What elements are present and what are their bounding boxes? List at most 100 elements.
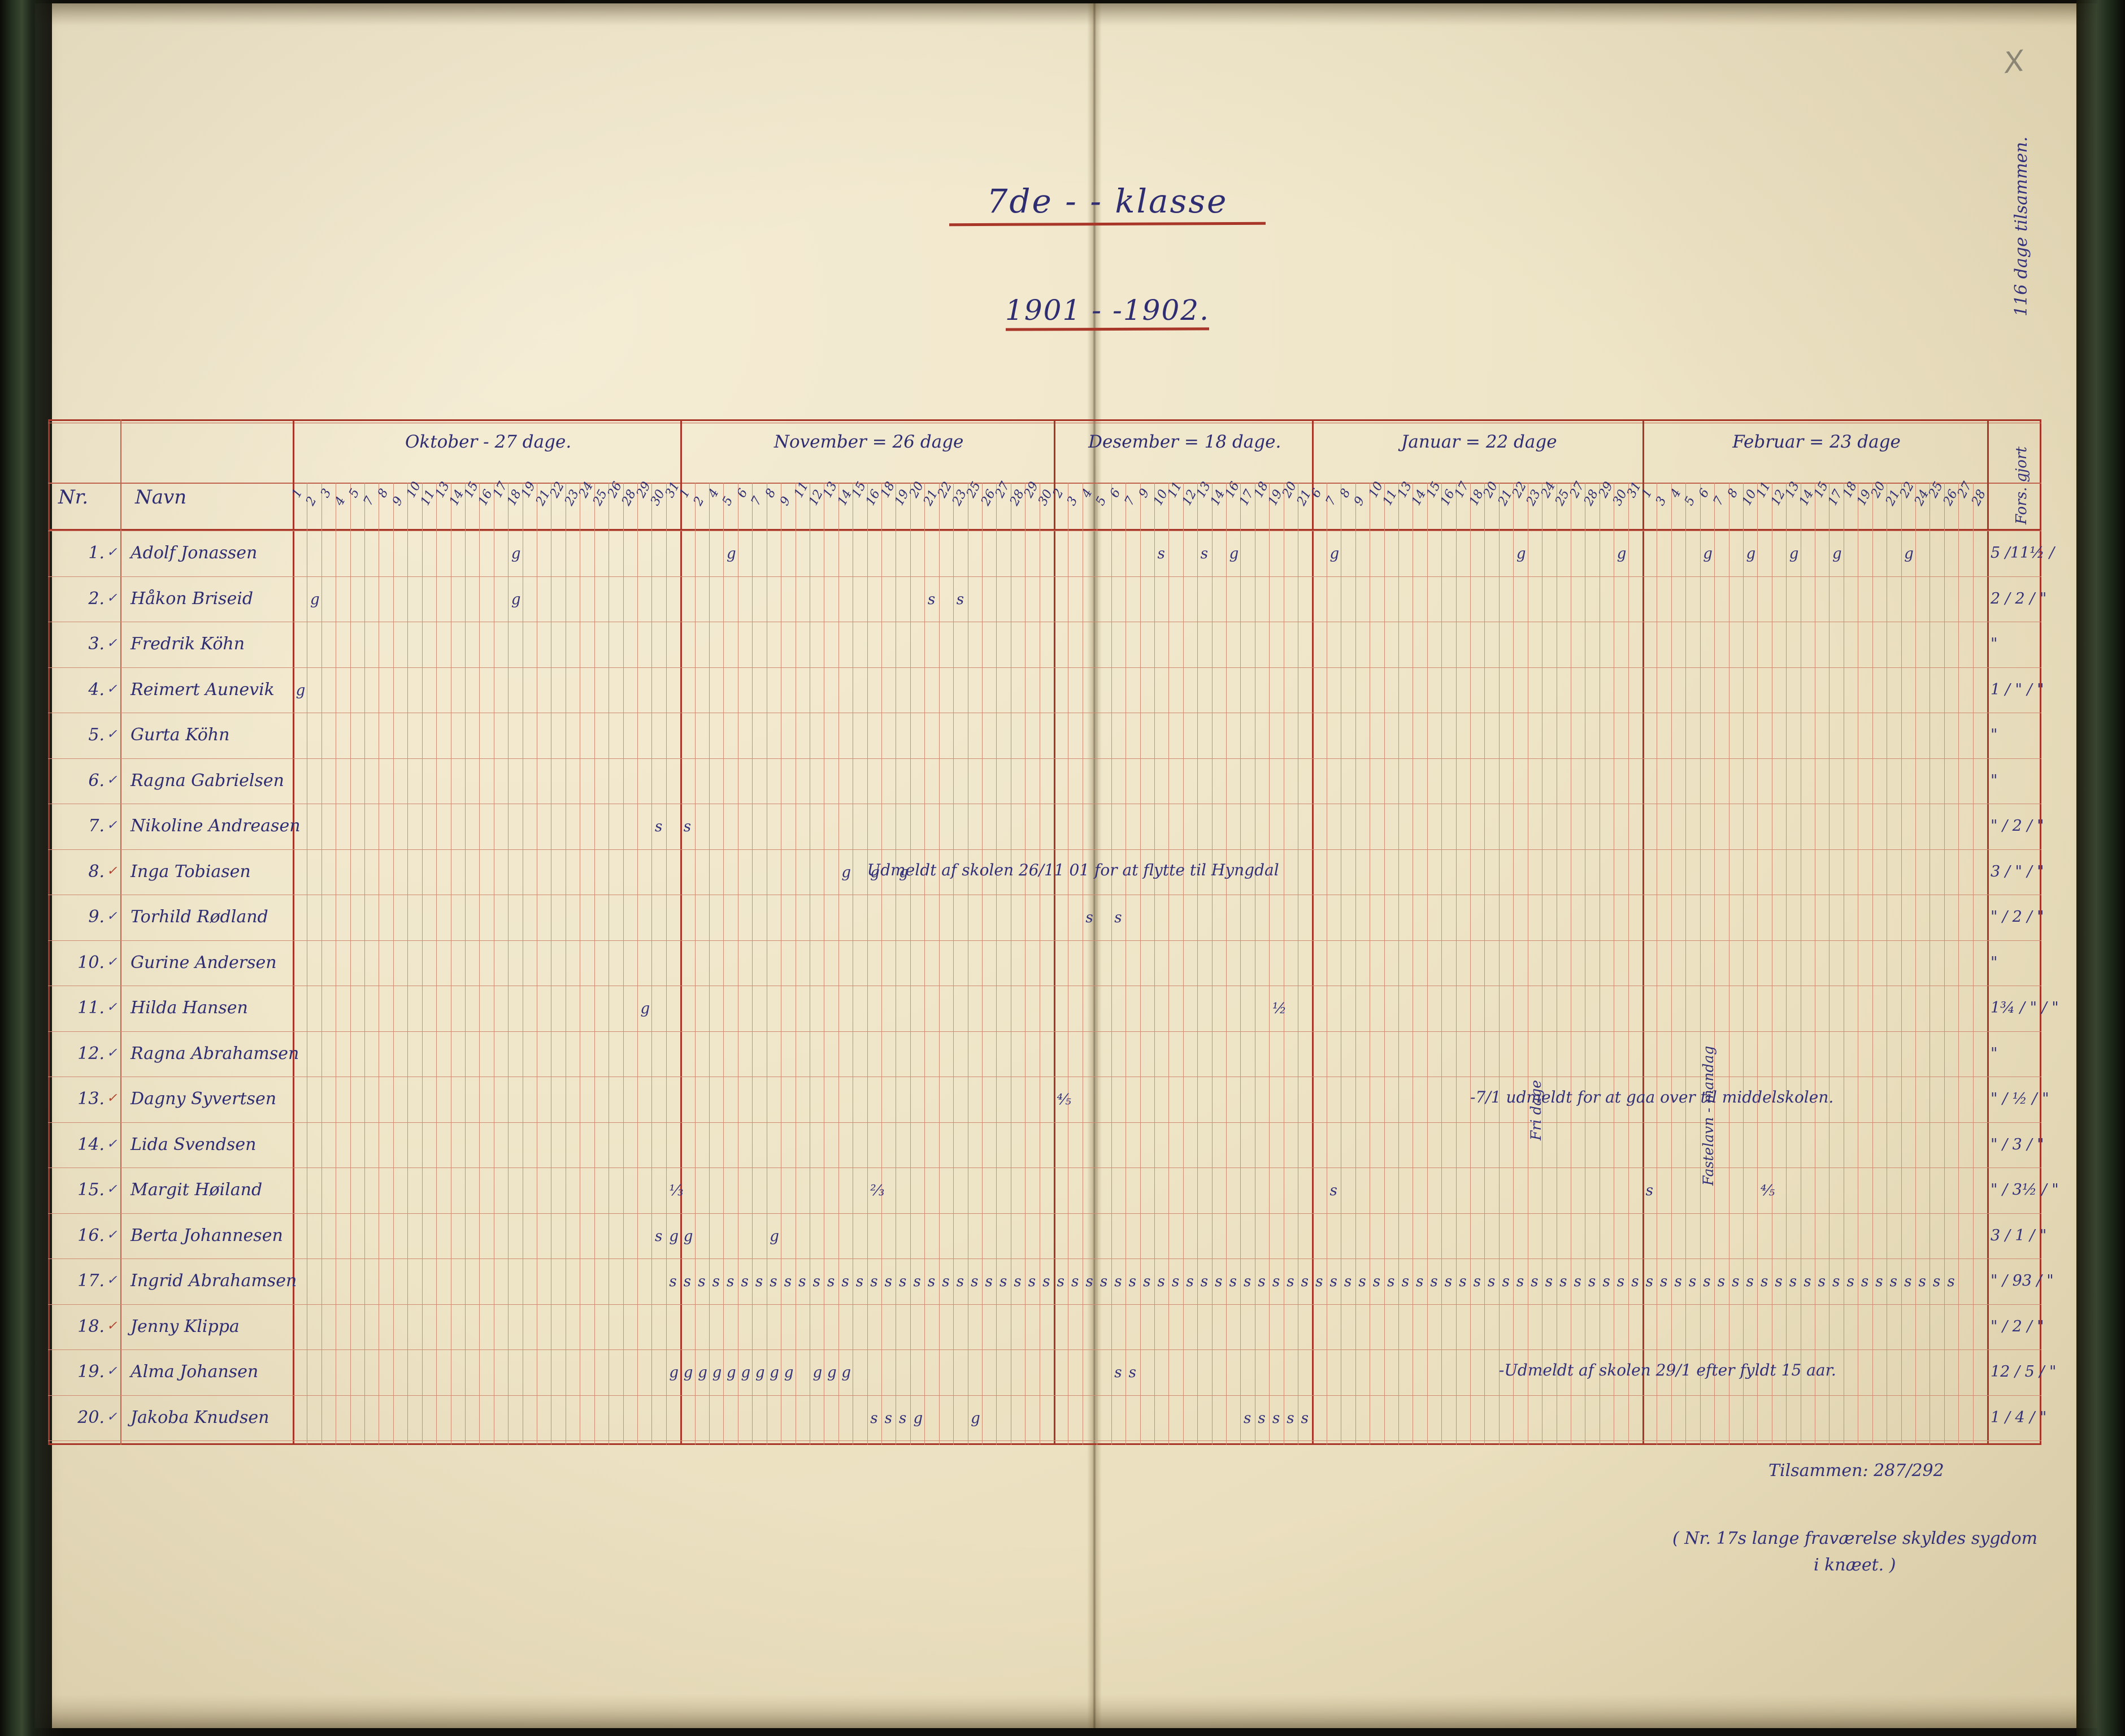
total-cell: 1¾ / " / " — [1991, 999, 2059, 1017]
day-divider — [1484, 483, 1485, 1445]
day-divider — [1671, 483, 1672, 1445]
day-divider — [953, 483, 954, 1445]
attendance-mark: s — [1846, 1273, 1854, 1290]
row-line — [48, 940, 2041, 941]
attendance-mark: s — [1301, 1409, 1309, 1427]
day-divider — [838, 483, 839, 1445]
day-divider — [1183, 483, 1184, 1445]
attendance-mark: s — [683, 1273, 692, 1290]
row-check-mark: ✓ — [107, 682, 118, 696]
attendance-mark: s — [1042, 1273, 1050, 1290]
day-divider — [1140, 483, 1141, 1445]
row-number: 18. — [77, 1316, 105, 1336]
day-divider — [1211, 483, 1213, 1445]
attendance-mark: s — [1818, 1273, 1826, 1290]
day-divider — [1958, 483, 1959, 1445]
attendance-mark: g — [870, 863, 880, 881]
day-divider — [1757, 483, 1758, 1445]
day-divider — [752, 483, 753, 1445]
attendance-mark: s — [712, 1273, 720, 1290]
row-check-mark: ✓ — [107, 1182, 118, 1196]
day-divider — [680, 419, 683, 1445]
attendance-mark: s — [698, 1273, 706, 1290]
spine-right — [2076, 0, 2125, 1736]
row-line — [48, 1440, 2041, 1441]
attendance-mark: s — [1157, 1273, 1165, 1290]
row-check-mark: ✓ — [107, 909, 118, 923]
day-divider — [364, 483, 366, 1445]
student-name: Lida Svendsen — [131, 1134, 257, 1155]
month-label: November = 26 dage — [773, 432, 964, 452]
month-column-2: November = 26 dage — [680, 419, 1055, 1445]
day-divider — [881, 483, 883, 1445]
attendance-mark: s — [1717, 1273, 1726, 1290]
attendance-mark: s — [841, 1273, 849, 1290]
day-divider — [867, 483, 868, 1445]
row-number: 15. — [77, 1180, 105, 1200]
attendance-mark: s — [1760, 1273, 1768, 1290]
attendance-mark: s — [1301, 1273, 1309, 1290]
day-divider — [1226, 483, 1227, 1445]
row-line — [48, 758, 2041, 759]
total-cell: 3 / 1 / " — [1991, 1226, 2047, 1244]
attendance-mark: s — [1531, 1273, 1539, 1290]
header-rule-2 — [48, 529, 2041, 531]
attendance-mark: g — [827, 1364, 837, 1381]
sum-note: Tilsammen: 287/292 — [1768, 1461, 1944, 1481]
attendance-mark: s — [1918, 1273, 1926, 1290]
student-name: Berta Johannesen — [131, 1225, 283, 1245]
day-divider — [1384, 483, 1385, 1445]
attendance-mark: g — [841, 1364, 851, 1381]
total-cell: " — [1991, 953, 1998, 971]
row-line — [48, 1395, 2041, 1396]
attendance-mark: s — [755, 1273, 763, 1290]
day-divider — [1269, 483, 1270, 1445]
month-column-3: Desember = 18 dage. — [1054, 419, 1314, 1445]
row-line — [48, 576, 2041, 577]
attendance-mark: g — [913, 1409, 923, 1427]
row-number: 16. — [77, 1225, 105, 1245]
row-check-mark: ✓ — [107, 1227, 118, 1242]
row-check-mark: ✓ — [107, 727, 118, 741]
attendance-mark: s — [870, 1409, 878, 1427]
attendance-mark: s — [913, 1273, 921, 1290]
student-name: Ragna Gabrielsen — [131, 770, 284, 791]
attendance-mark: g — [669, 1364, 679, 1381]
day-divider — [910, 483, 911, 1445]
column-nr: Nr. — [48, 419, 120, 1445]
total-days-label: 116 dage tilsammen. — [2011, 136, 2031, 316]
day-divider — [1642, 419, 1645, 1445]
row-check-mark: ✓ — [107, 863, 118, 878]
year-underline — [1005, 327, 1210, 331]
row-check-mark: ✓ — [107, 1000, 118, 1014]
attendance-mark: s — [1171, 1273, 1180, 1290]
month-column-4: Januar = 22 dage — [1312, 419, 1644, 1445]
attendance-mark: s — [1516, 1273, 1524, 1290]
attendance-mark: g — [669, 1227, 679, 1245]
attendance-mark: g — [1832, 545, 1842, 562]
attendance-mark: s — [1128, 1273, 1137, 1290]
day-divider — [1972, 483, 1974, 1445]
student-name: Dagny Syvertsen — [131, 1089, 277, 1109]
attendance-mark: s — [1430, 1273, 1438, 1290]
row-check-mark: ✓ — [107, 1136, 118, 1151]
row-number: 9. — [88, 907, 105, 927]
attendance-mark: s — [1071, 1273, 1079, 1290]
page-title: 7de - - klasse — [927, 182, 1288, 227]
attendance-mark: s — [1703, 1273, 1711, 1290]
day-divider — [1498, 483, 1500, 1445]
attendance-mark: s — [654, 1227, 663, 1245]
row-check-mark: ✓ — [107, 1273, 118, 1287]
attendance-mark: s — [1645, 1182, 1653, 1199]
attendance-mark: s — [1545, 1273, 1553, 1290]
attendance-mark: s — [1329, 1182, 1337, 1199]
attendance-mark: s — [927, 1273, 936, 1290]
day-divider — [479, 483, 480, 1445]
month-label: Februar = 23 dage — [1732, 432, 1901, 452]
attendance-mark: s — [1660, 1273, 1668, 1290]
day-divider — [981, 483, 983, 1445]
footnote-line-1: ( Nr. 17s lange fraværelse skyldes sygdo… — [1672, 1529, 2038, 1548]
attendance-mark: ⅔ — [870, 1182, 885, 1199]
row-line — [48, 1349, 2041, 1350]
student-name: Margit Høiland — [131, 1180, 263, 1200]
